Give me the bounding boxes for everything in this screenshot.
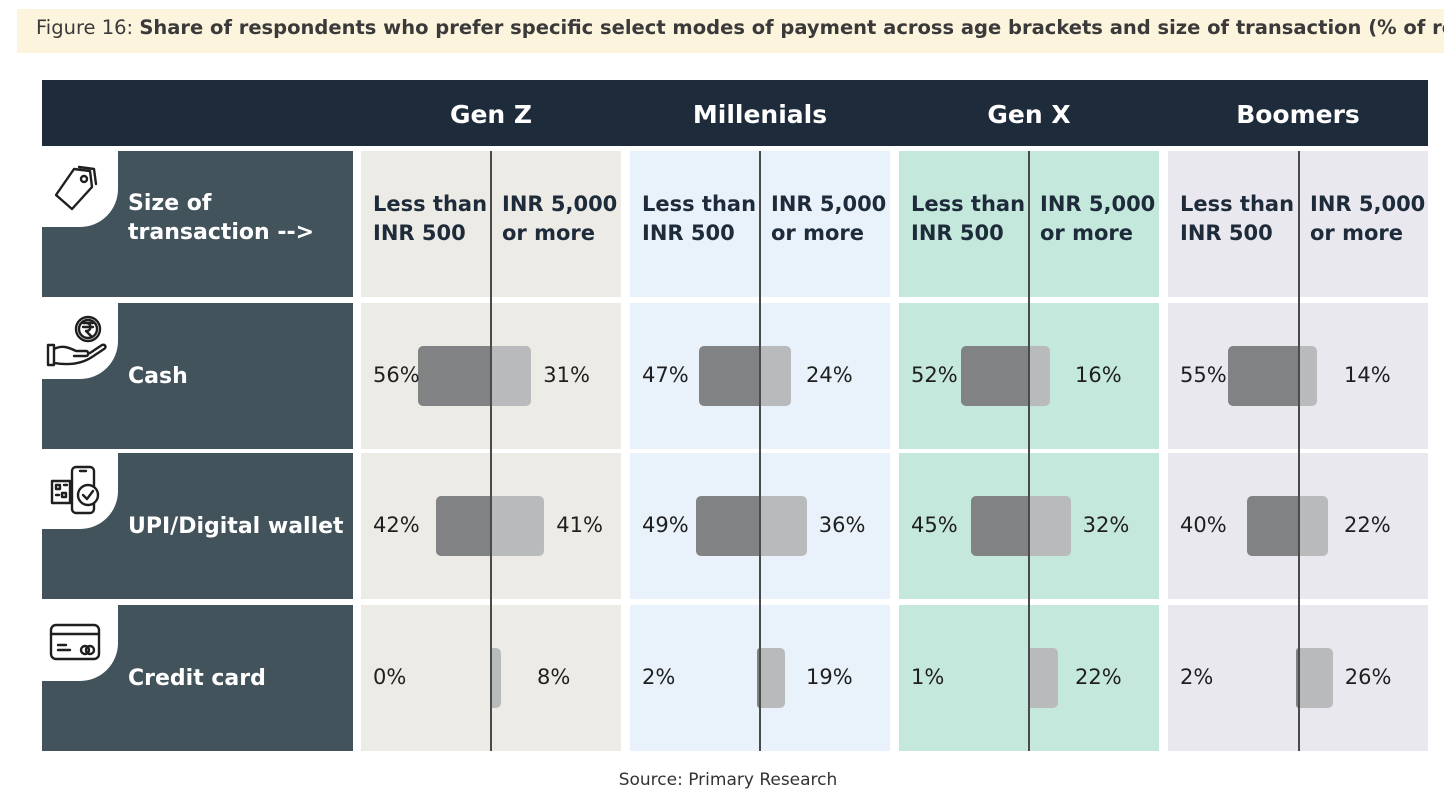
credit-card-icon bbox=[46, 613, 110, 675]
bar-cash-large bbox=[491, 346, 532, 406]
value-label-cash-small: 56% bbox=[373, 363, 420, 387]
row-label-text: UPI/Digital wallet bbox=[128, 514, 344, 539]
bar-credit-card-small bbox=[1296, 648, 1299, 708]
value-label-cash-small: 52% bbox=[911, 363, 958, 387]
figure-title: Figure 16: Share of respondents who pref… bbox=[17, 9, 1444, 53]
value-label-upi-digital-wallet-large: 32% bbox=[1082, 513, 1130, 537]
value-label-upi-digital-wallet-small: 40% bbox=[1180, 513, 1227, 537]
transaction-size-large-label: INR 5,000 or more bbox=[771, 192, 887, 245]
row-label-text: Cash bbox=[128, 364, 188, 389]
bar-cash-small bbox=[961, 346, 1029, 406]
bar-credit-card-large bbox=[760, 648, 785, 708]
value-label-upi-digital-wallet-small: 49% bbox=[642, 513, 689, 537]
divider-line-gen-z bbox=[490, 151, 492, 751]
value-label-cash-large: 16% bbox=[1075, 363, 1122, 387]
divider-line-gen-x bbox=[1028, 151, 1030, 751]
bar-cash-small bbox=[418, 346, 491, 406]
value-label-credit-card-large: 8% bbox=[537, 665, 571, 689]
divider-line-millenials bbox=[759, 151, 761, 751]
bar-upi-digital-wallet-large bbox=[491, 496, 545, 556]
source-note: Source: Primary Research bbox=[618, 770, 838, 790]
row-label-credit-card: Credit card bbox=[42, 605, 353, 751]
row-icon-notch bbox=[42, 605, 118, 681]
transaction-size-small-label: Less than INR 500 bbox=[1180, 192, 1295, 245]
qr-phone-check-icon bbox=[46, 461, 110, 523]
bar-cash-small bbox=[1227, 346, 1299, 406]
row-icon-notch bbox=[42, 303, 118, 379]
bar-upi-digital-wallet-small bbox=[970, 496, 1029, 556]
bar-cash-large bbox=[1029, 346, 1050, 406]
generation-label-gen-z: Gen Z bbox=[449, 100, 533, 129]
transaction-size-large-label: INR 5,000 or more bbox=[502, 192, 618, 245]
transaction-size-small-label: Less than INR 500 bbox=[373, 192, 488, 245]
value-label-upi-digital-wallet-small: 42% bbox=[373, 513, 420, 537]
bar-credit-card-small bbox=[757, 648, 760, 708]
bar-upi-digital-wallet-large bbox=[1299, 496, 1328, 556]
value-label-upi-digital-wallet-large: 22% bbox=[1344, 513, 1391, 537]
value-label-credit-card-large: 19% bbox=[806, 665, 853, 689]
bar-credit-card-large bbox=[491, 648, 502, 708]
value-label-credit-card-small: 1% bbox=[911, 665, 945, 689]
generation-label-millenials: Millenials bbox=[692, 100, 828, 129]
generation-label-boomers: Boomers bbox=[1236, 100, 1360, 129]
bar-cash-large bbox=[1299, 346, 1318, 406]
figure-number: Figure 16: bbox=[36, 16, 140, 39]
bar-credit-card-large bbox=[1029, 648, 1058, 708]
bar-cash-small bbox=[698, 346, 760, 406]
value-label-cash-large: 31% bbox=[543, 363, 590, 387]
bar-credit-card-large bbox=[1299, 648, 1333, 708]
transaction-size-large-label: INR 5,000 or more bbox=[1040, 192, 1156, 245]
value-label-cash-small: 47% bbox=[642, 363, 689, 387]
value-label-credit-card-small: 2% bbox=[642, 665, 676, 689]
bar-upi-digital-wallet-small bbox=[1247, 496, 1299, 556]
value-label-credit-card-small: 2% bbox=[1180, 665, 1214, 689]
generation-header-band bbox=[42, 80, 1428, 146]
generation-label-gen-x: Gen X bbox=[987, 100, 1071, 129]
bar-upi-digital-wallet-large bbox=[760, 496, 807, 556]
value-label-credit-card-large: 26% bbox=[1344, 665, 1392, 689]
value-label-cash-large: 14% bbox=[1344, 363, 1391, 387]
value-label-upi-digital-wallet-small: 45% bbox=[911, 513, 958, 537]
value-label-upi-digital-wallet-large: 36% bbox=[818, 513, 866, 537]
row-label-cash: Cash bbox=[42, 303, 353, 449]
row-label-text: Credit card bbox=[128, 666, 266, 691]
transaction-size-small-label: Less than INR 500 bbox=[642, 192, 757, 245]
value-label-cash-large: 24% bbox=[806, 363, 853, 387]
bar-upi-digital-wallet-large bbox=[1029, 496, 1071, 556]
value-label-cash-small: 55% bbox=[1180, 363, 1227, 387]
bar-cash-large bbox=[760, 346, 792, 406]
figure-title-text: Share of respondents who prefer specific… bbox=[139, 16, 1444, 39]
value-label-credit-card-large: 22% bbox=[1075, 665, 1122, 689]
rupee-coin-hand-icon bbox=[46, 311, 110, 373]
row-label-upi-digital-wallet: UPI/Digital wallet bbox=[42, 453, 353, 599]
divider-line-boomers bbox=[1298, 151, 1300, 751]
bar-upi-digital-wallet-small bbox=[436, 496, 491, 556]
row-icon-notch bbox=[42, 151, 118, 227]
price-tag-icon bbox=[46, 159, 110, 221]
cell-boomers-row-0 bbox=[1168, 151, 1428, 297]
row-label-transaction-size: Size of transaction --> bbox=[42, 151, 353, 297]
row-label-text: Size of transaction --> bbox=[128, 191, 315, 245]
bar-upi-digital-wallet-small bbox=[696, 496, 760, 556]
transaction-size-large-label: INR 5,000 or more bbox=[1310, 192, 1426, 245]
value-label-upi-digital-wallet-large: 41% bbox=[556, 513, 603, 537]
transaction-size-small-label: Less than INR 500 bbox=[911, 192, 1026, 245]
value-label-credit-card-small: 0% bbox=[373, 665, 407, 689]
